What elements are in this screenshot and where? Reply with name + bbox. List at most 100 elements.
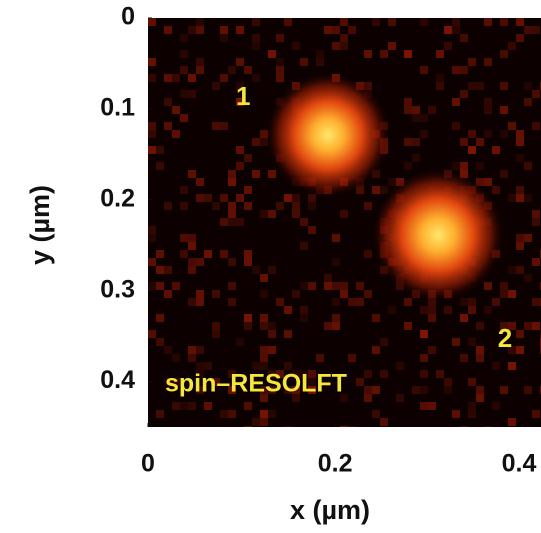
noise-pixel bbox=[340, 42, 348, 50]
noise-pixel bbox=[268, 170, 276, 178]
noise-pixel bbox=[524, 98, 532, 106]
noise-pixel bbox=[292, 42, 300, 50]
noise-pixel bbox=[300, 282, 308, 290]
noise-pixel bbox=[460, 354, 468, 362]
noise-pixel bbox=[332, 314, 340, 322]
noise-pixel bbox=[508, 122, 516, 130]
noise-pixel bbox=[212, 82, 220, 90]
noise-pixel bbox=[228, 298, 236, 306]
noise-pixel bbox=[228, 210, 236, 218]
noise-pixel bbox=[468, 146, 476, 154]
noise-pixel bbox=[348, 26, 356, 34]
spots bbox=[266, 73, 504, 301]
noise-pixel bbox=[348, 426, 356, 427]
noise-pixel bbox=[244, 186, 252, 194]
noise-pixel bbox=[244, 66, 252, 74]
noise-pixel bbox=[268, 330, 276, 338]
noise-pixel bbox=[532, 410, 540, 418]
noise-pixel bbox=[332, 258, 340, 266]
noise-pixel bbox=[156, 338, 164, 346]
noise-pixel bbox=[340, 426, 348, 427]
noise-pixel bbox=[148, 234, 156, 242]
noise-pixel bbox=[364, 82, 372, 90]
noise-pixel bbox=[516, 234, 524, 242]
noise-pixel bbox=[156, 282, 164, 290]
y-tick-label: 0 bbox=[121, 3, 135, 31]
x-tick-label: 0.4 bbox=[502, 450, 537, 478]
noise-pixel bbox=[340, 394, 348, 402]
noise-pixel bbox=[196, 58, 204, 66]
noise-pixel bbox=[188, 354, 196, 362]
noise-pixel bbox=[476, 178, 484, 186]
noise-pixel bbox=[252, 418, 260, 426]
noise-pixel bbox=[420, 370, 428, 378]
noise-pixel bbox=[228, 66, 236, 74]
noise-pixel bbox=[388, 42, 396, 50]
noise-pixel bbox=[196, 362, 204, 370]
noise-pixel bbox=[172, 130, 180, 138]
noise-pixel bbox=[468, 402, 476, 410]
noise-pixel bbox=[396, 362, 404, 370]
noise-pixel bbox=[156, 338, 164, 346]
noise-pixel bbox=[212, 202, 220, 210]
noise-pixel bbox=[380, 50, 388, 58]
noise-pixel bbox=[436, 82, 444, 90]
noise-pixel bbox=[268, 210, 276, 218]
noise-pixel bbox=[204, 402, 212, 410]
noise-pixel bbox=[276, 298, 284, 306]
noise-pixel bbox=[532, 218, 540, 226]
noise-pixel bbox=[420, 306, 428, 314]
noise-pixel bbox=[516, 194, 524, 202]
noise-pixel bbox=[156, 266, 164, 274]
noise-pixel bbox=[340, 34, 348, 42]
noise-pixel bbox=[428, 314, 436, 322]
noise-pixel bbox=[196, 66, 204, 74]
noise-pixel bbox=[188, 242, 196, 250]
noise-pixel bbox=[420, 114, 428, 122]
noise-pixel bbox=[284, 18, 292, 26]
noise-pixel bbox=[476, 346, 484, 354]
noise-pixel bbox=[516, 242, 524, 250]
noise-pixel bbox=[220, 250, 228, 258]
noise-pixel bbox=[212, 322, 220, 330]
noise-pixel bbox=[188, 346, 196, 354]
x-tick-label: 0 bbox=[141, 450, 155, 478]
noise-pixel bbox=[484, 18, 492, 26]
noise-pixel bbox=[260, 418, 268, 426]
noise-pixel bbox=[380, 418, 388, 426]
noise-pixel bbox=[252, 138, 260, 146]
noise-pixel bbox=[428, 298, 436, 306]
noise-pixel bbox=[500, 322, 508, 330]
noise-pixel bbox=[452, 338, 460, 346]
noise-pixel bbox=[220, 122, 228, 130]
noise-pixel bbox=[316, 50, 324, 58]
noise-pixel bbox=[332, 26, 340, 34]
noise-pixel bbox=[300, 314, 308, 322]
noise-pixel bbox=[508, 290, 516, 298]
noise-pixel bbox=[476, 354, 484, 362]
noise-pixel bbox=[164, 290, 172, 298]
noise-pixel bbox=[148, 330, 156, 338]
noise-pixel bbox=[308, 226, 316, 234]
noise-pixel bbox=[332, 322, 340, 330]
noise-pixel bbox=[364, 386, 372, 394]
noise-pixel bbox=[364, 370, 372, 378]
noise-pixel bbox=[196, 178, 204, 186]
noise-pixel bbox=[524, 162, 532, 170]
noise-pixel bbox=[268, 410, 276, 418]
noise-pixel bbox=[428, 402, 436, 410]
noise-pixel bbox=[212, 330, 220, 338]
noise-pixel bbox=[516, 346, 524, 354]
noise-pixel bbox=[444, 42, 452, 50]
noise-pixel bbox=[228, 370, 236, 378]
noise-pixel bbox=[308, 378, 316, 386]
noise-pixel bbox=[196, 18, 204, 26]
noise-pixel bbox=[220, 26, 228, 34]
noise-pixel bbox=[252, 170, 260, 178]
noise-pixel bbox=[260, 290, 268, 298]
noise-pixel bbox=[196, 26, 204, 34]
noise-pixel bbox=[404, 98, 412, 106]
noise-pixel bbox=[516, 154, 524, 162]
noise-pixel bbox=[476, 82, 484, 90]
noise-pixel bbox=[452, 98, 460, 106]
